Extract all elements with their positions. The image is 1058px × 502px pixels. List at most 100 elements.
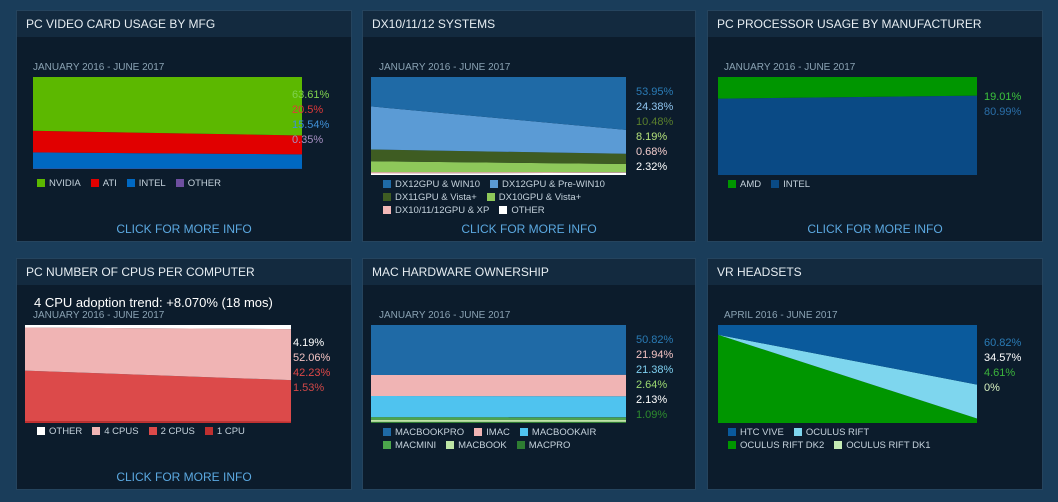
panel-video-card: PC VIDEO CARD USAGE BY MFG JANUARY 2016 … bbox=[16, 10, 352, 242]
value-label: 50.82% bbox=[636, 334, 674, 346]
value-label: 15.54% bbox=[292, 119, 330, 131]
legend-label: OTHER bbox=[49, 426, 83, 437]
legend-label: IMAC bbox=[486, 427, 510, 438]
legend-label: OCULUS RIFT DK2 bbox=[740, 440, 825, 451]
click-for-more-info-link[interactable]: CLICK FOR MORE INFO bbox=[807, 222, 943, 236]
chart-legend: MACBOOKPRO IMAC MACBOOKAIR MACMINI MACBOOK MA… bbox=[383, 427, 606, 453]
panel-cpus: PC NUMBER OF CPUS PER COMPUTER 4 CPU ado… bbox=[16, 258, 352, 490]
legend-swatch bbox=[728, 428, 736, 436]
legend-item-htc-vive: HTC VIVE bbox=[728, 427, 784, 438]
value-label: 34.57% bbox=[984, 352, 1022, 364]
legend-swatch bbox=[499, 206, 508, 214]
legend-item-intel: INTEL bbox=[771, 179, 810, 190]
series-area-macbookair bbox=[371, 396, 626, 418]
legend-item-2-cpus: 2 CPUS bbox=[148, 426, 195, 437]
legend-swatch bbox=[474, 428, 483, 436]
legend-label: MACPRO bbox=[528, 440, 571, 451]
chart-legend: OTHER 4 CPUS 2 CPUS 1 CPU bbox=[37, 426, 255, 439]
legend-swatch bbox=[383, 206, 391, 214]
date-range: JANUARY 2016 - JUNE 2017 bbox=[724, 62, 856, 73]
legend-item-dx10gpu-vista: DX10GPU & Vista+ bbox=[486, 192, 582, 203]
legend-item-macmini: MACMINI bbox=[383, 440, 436, 451]
date-range: JANUARY 2016 - JUNE 2017 bbox=[379, 310, 511, 321]
legend-swatch bbox=[519, 428, 528, 436]
value-label: 42.23% bbox=[293, 367, 331, 379]
series-area-ati bbox=[33, 130, 302, 155]
legend-label: INTEL bbox=[138, 178, 166, 189]
legend-item-macbookpro: MACBOOKPRO bbox=[383, 427, 464, 438]
value-label: 21.38% bbox=[636, 364, 674, 376]
chart-legend: AMD INTEL bbox=[728, 179, 820, 192]
legend-label: OCULUS RIFT bbox=[805, 427, 870, 438]
panel-dx-systems: DX10/11/12 SYSTEMS JANUARY 2016 - JUNE 2… bbox=[362, 10, 696, 242]
legend-swatch bbox=[486, 193, 495, 201]
value-label: 53.95% bbox=[636, 86, 674, 98]
legend-item-macpro: MACPRO bbox=[516, 440, 571, 451]
value-label: 10.48% bbox=[636, 116, 674, 128]
value-list: 19.01% 80.99% bbox=[984, 87, 1022, 118]
series-area-1-cpu bbox=[25, 421, 291, 423]
series-area-intel bbox=[33, 152, 302, 169]
click-for-more-info-link[interactable]: CLICK FOR MORE INFO bbox=[461, 222, 597, 236]
value-label: 0.68% bbox=[636, 146, 668, 158]
series-area-macbookpro bbox=[371, 325, 626, 375]
legend-row: AMD INTEL bbox=[728, 179, 820, 192]
value-label: 2.13% bbox=[636, 394, 668, 406]
legend-label: NVIDIA bbox=[49, 178, 81, 189]
legend-swatch bbox=[490, 180, 498, 188]
legend-item-macbookair: MACBOOKAIR bbox=[519, 427, 597, 438]
area-chart bbox=[25, 325, 291, 423]
legend-label: OTHER bbox=[187, 178, 221, 189]
chart-legend: DX12GPU & WIN10 DX12GPU & Pre-WIN10 DX11GP… bbox=[383, 179, 615, 218]
value-label: 21.94% bbox=[636, 349, 674, 361]
area-chart bbox=[371, 325, 626, 423]
legend-row: MACMINI MACBOOK MACPRO bbox=[383, 440, 606, 453]
series-area-dx10gpu-vista bbox=[371, 161, 626, 173]
area-chart bbox=[371, 77, 626, 175]
legend-swatch bbox=[126, 179, 135, 187]
panel-vr-headsets: VR HEADSETS APRIL 2016 - JUNE 2017 60.82… bbox=[707, 258, 1043, 490]
panel-title: PC PROCESSOR USAGE BY MANUFACTURER bbox=[708, 11, 1042, 37]
legend-item-other: OTHER bbox=[37, 426, 82, 437]
value-list: 63.61% 20.5% 15.54% 0.35% bbox=[292, 88, 329, 148]
legend-label: MACBOOK bbox=[458, 440, 507, 451]
panel-title: PC NUMBER OF CPUS PER COMPUTER bbox=[17, 259, 351, 285]
value-label: 60.82% bbox=[984, 337, 1022, 349]
legend-item-other: OTHER bbox=[175, 178, 221, 189]
legend-label: MACBOOKAIR bbox=[531, 427, 597, 438]
value-label: 24.38% bbox=[636, 101, 674, 113]
legend-row: HTC VIVE OCULUS RIFT bbox=[728, 427, 941, 440]
series-area-dx11gpu-vista bbox=[371, 149, 626, 164]
value-label: 4.61% bbox=[984, 367, 1016, 379]
legend-item-other: OTHER bbox=[499, 205, 545, 216]
legend-item-1-cpu: 1 CPU bbox=[204, 426, 245, 437]
legend-label: MACMINI bbox=[395, 440, 437, 451]
legend-item-oculus-rift-dk1: OCULUS RIFT DK1 bbox=[834, 440, 931, 451]
value-list: 53.95% 24.38% 10.48% 8.19% 0.68% 2.32% bbox=[636, 85, 673, 175]
legend-item-dx12gpu-pre-win10: DX12GPU & Pre-WIN10 bbox=[490, 179, 605, 190]
panel-title: PC VIDEO CARD USAGE BY MFG bbox=[17, 11, 351, 37]
legend-label: DX10GPU & Vista+ bbox=[498, 192, 582, 203]
date-range: JANUARY 2016 - JUNE 2017 bbox=[33, 62, 165, 73]
legend-item-macbook: MACBOOK bbox=[446, 440, 507, 451]
legend-label: OTHER bbox=[511, 205, 545, 216]
legend-item-4-cpus: 4 CPUS bbox=[92, 426, 139, 437]
legend-label: 1 CPU bbox=[216, 426, 245, 437]
click-for-more-info-link[interactable]: CLICK FOR MORE INFO bbox=[116, 222, 252, 236]
legend-swatch bbox=[383, 441, 391, 449]
legend-swatch bbox=[37, 427, 45, 435]
value-label: 1.09% bbox=[636, 409, 668, 421]
click-for-more-info-link[interactable]: CLICK FOR MORE INFO bbox=[116, 470, 252, 484]
legend-swatch bbox=[92, 427, 101, 435]
legend-item-dx12gpu-win10: DX12GPU & WIN10 bbox=[383, 179, 480, 190]
legend-label: INTEL bbox=[783, 179, 811, 190]
value-label: 19.01% bbox=[984, 91, 1022, 103]
legend-label: OCULUS RIFT DK1 bbox=[846, 440, 931, 451]
legend-row: NVIDIA ATI INTEL OTHER bbox=[37, 178, 231, 191]
value-list: 50.82% 21.94% 21.38% 2.64% 2.13% 1.09% bbox=[636, 333, 673, 423]
value-label: 52.06% bbox=[293, 352, 331, 364]
legend-swatch bbox=[834, 441, 843, 449]
series-area-htc-vive bbox=[718, 325, 977, 385]
legend-item-ati: ATI bbox=[90, 178, 117, 189]
legend-item-amd: AMD bbox=[728, 179, 761, 190]
